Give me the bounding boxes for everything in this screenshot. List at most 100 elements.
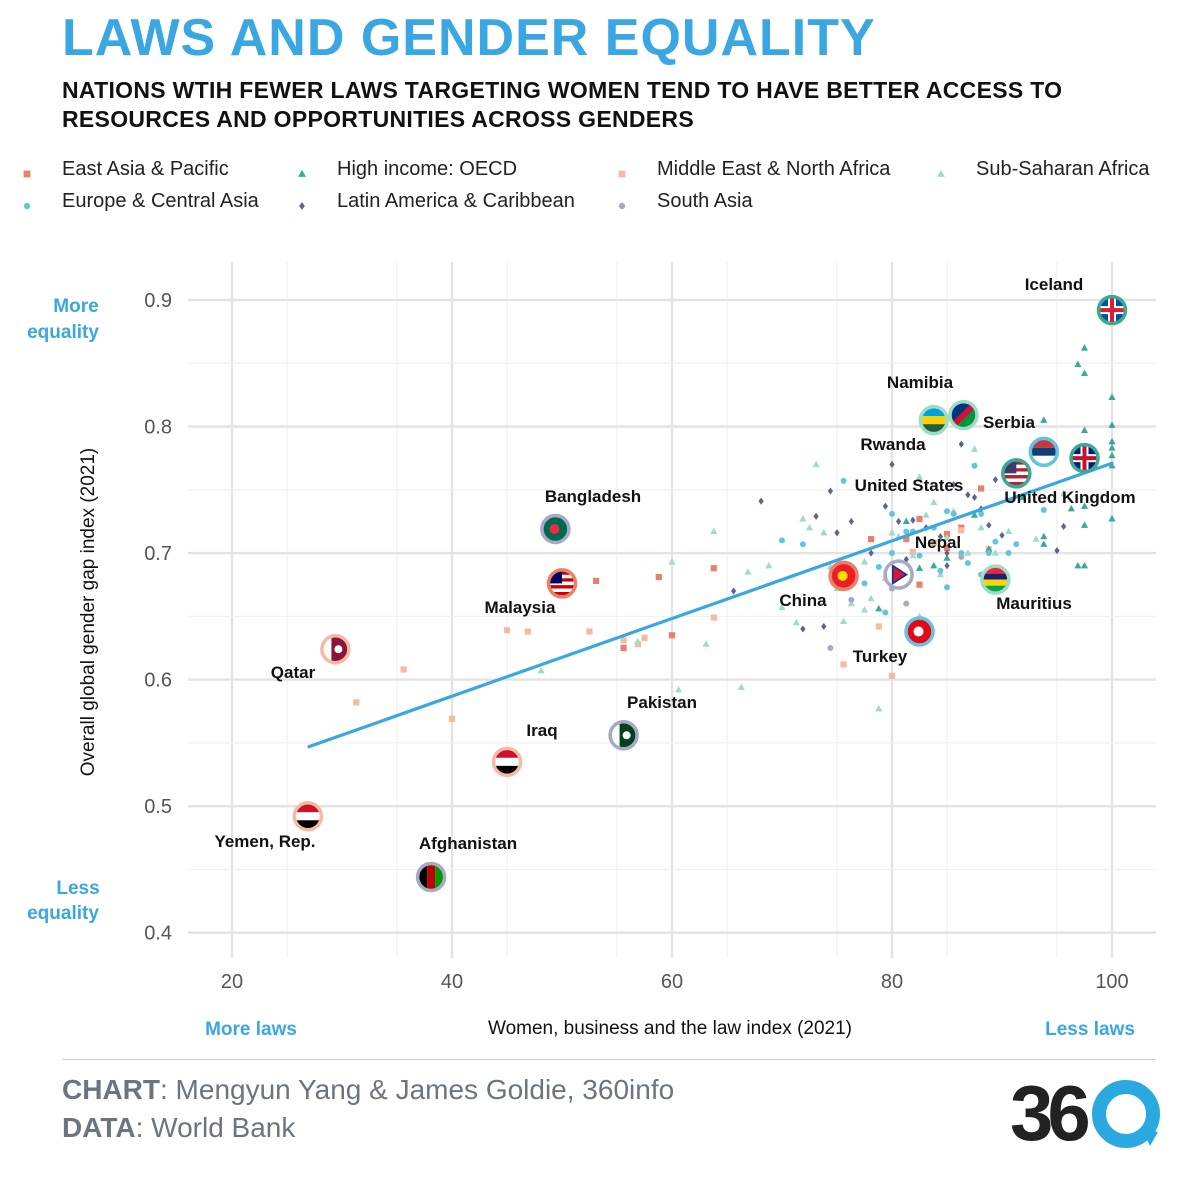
flag-stripe xyxy=(435,865,444,890)
data-point xyxy=(1067,504,1075,512)
point-label: Namibia xyxy=(887,373,954,392)
data-point xyxy=(889,510,895,517)
chart-credit: CHART: Mengyun Yang & James Goldie, 360i… xyxy=(62,1074,674,1106)
flag-stripe xyxy=(1004,481,1029,486)
data-point xyxy=(916,515,923,522)
data-point xyxy=(668,632,676,639)
flag-emblem xyxy=(334,645,343,654)
data-point xyxy=(710,565,717,572)
flag-marker xyxy=(1096,294,1128,326)
flag-marker xyxy=(292,801,324,832)
data-point xyxy=(668,558,676,565)
data-point xyxy=(916,552,923,559)
data-point xyxy=(915,473,924,480)
data-points xyxy=(353,344,1116,722)
data-point xyxy=(1040,532,1048,540)
data-point xyxy=(586,628,593,635)
flag-ring xyxy=(546,568,578,599)
data-point xyxy=(503,627,511,634)
flag-stripe xyxy=(921,416,946,425)
data-point xyxy=(860,558,869,565)
data-point xyxy=(903,528,910,535)
legend-label: Europe & Central Asia xyxy=(62,190,259,212)
data-point xyxy=(840,661,847,668)
legend-triangle-icon xyxy=(937,169,945,177)
flag-marker xyxy=(1069,442,1100,474)
scatter-chart: 20 40 60 80 100 0.4 0.5 0.6 0.7 0.8 0.9 Iceland Nam… xyxy=(27,262,1156,1040)
data-point xyxy=(936,570,944,578)
data-point xyxy=(888,672,896,679)
data-point xyxy=(1108,421,1116,428)
y-tick-label: 0.5 xyxy=(144,796,172,818)
flag-marker xyxy=(1001,458,1032,489)
y-tick-label: 0.7 xyxy=(144,543,172,565)
data-point xyxy=(930,539,937,547)
flag-stripe xyxy=(1004,475,1029,479)
grid xyxy=(188,262,1156,958)
flag-emblem xyxy=(837,570,848,581)
flag-marker xyxy=(320,633,351,665)
flag-icon xyxy=(951,403,976,428)
flag-pennant xyxy=(891,564,908,585)
data-point xyxy=(903,600,910,607)
data-point xyxy=(792,618,800,626)
point-label: Yemen, Rep. xyxy=(214,832,315,851)
flag-diagonal xyxy=(951,403,976,428)
data-point xyxy=(888,528,896,536)
data-point xyxy=(860,606,869,613)
data-point xyxy=(875,704,883,712)
flag-stripe xyxy=(921,408,946,417)
data-point xyxy=(875,623,882,630)
data-point xyxy=(1032,535,1040,542)
flag-marker xyxy=(904,616,935,647)
data-point xyxy=(847,599,855,607)
legend-symbol xyxy=(934,164,948,178)
data-point xyxy=(999,531,1005,539)
flag-stripe xyxy=(1031,447,1056,456)
trendline-path xyxy=(307,461,1114,749)
flag-icon xyxy=(1100,298,1124,323)
flag-ring xyxy=(1028,436,1060,468)
data-point xyxy=(916,581,923,588)
point-label: Pakistan xyxy=(627,693,697,712)
data-point xyxy=(524,628,531,635)
data-point xyxy=(1108,444,1116,451)
data-point xyxy=(985,545,993,552)
data-point xyxy=(799,515,807,522)
data-point xyxy=(702,640,710,647)
data-point xyxy=(848,517,854,525)
data-point xyxy=(1080,521,1089,528)
data-point xyxy=(910,516,916,524)
flag-icon xyxy=(907,619,932,644)
data-point xyxy=(778,603,786,611)
flag-icon xyxy=(295,804,320,829)
data-point xyxy=(1108,437,1116,445)
data-point xyxy=(1108,393,1116,401)
360info-logo: 36 xyxy=(1010,1070,1160,1150)
data-point xyxy=(537,666,545,674)
flag-stripe xyxy=(495,765,519,774)
data-point xyxy=(737,683,745,690)
legend-circle-icon xyxy=(618,202,626,210)
data-point xyxy=(930,561,938,569)
flag-marker xyxy=(540,513,571,545)
legend-label: Sub-Saharan Africa xyxy=(976,158,1150,180)
flag-icon xyxy=(419,865,444,890)
y-tick-label: 0.9 xyxy=(144,290,172,312)
flag-cross-v-inner xyxy=(1082,446,1087,471)
y-annotation-high-2: equality xyxy=(27,322,99,343)
flag-ring xyxy=(883,559,914,590)
legend-diamond-icon xyxy=(299,202,305,210)
y-axis-label: Overall global gender gap index (2021) xyxy=(78,448,99,777)
flag-icon xyxy=(831,563,856,588)
data-point xyxy=(950,510,957,517)
data-point xyxy=(620,637,627,644)
data-point xyxy=(1080,502,1089,509)
logo-arrow xyxy=(1142,1128,1158,1146)
point-label: Iceland xyxy=(1025,275,1084,294)
data-point xyxy=(889,460,895,469)
data-point xyxy=(730,587,737,595)
flag-stripe xyxy=(419,865,428,890)
trendline xyxy=(307,461,1114,749)
data-point xyxy=(867,594,875,602)
